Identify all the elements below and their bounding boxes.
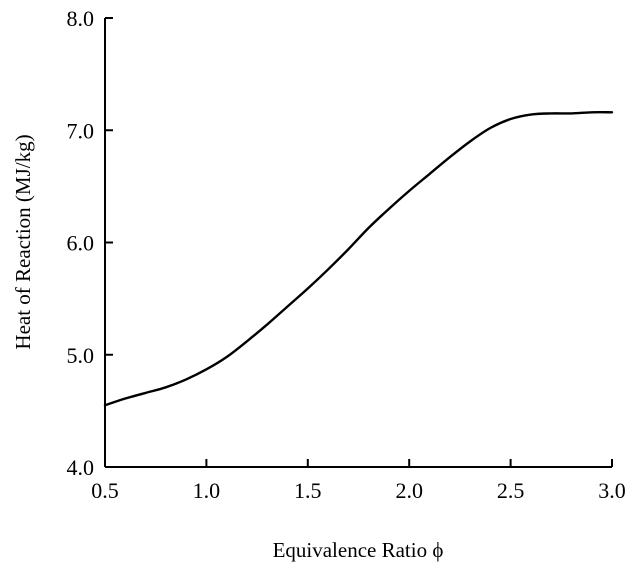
y-tick-label: 5.0: [67, 343, 95, 368]
plot-series: [103, 111, 614, 407]
x-tick-label: 2.5: [497, 478, 525, 503]
x-tick-label: 1.5: [294, 478, 322, 503]
y-tick-label: 4.0: [67, 455, 95, 480]
x-tick-label: 2.0: [395, 478, 423, 503]
y-tick-label: 7.0: [67, 118, 95, 143]
x-tick-label: 1.0: [193, 478, 221, 503]
x-tick-label: 0.5: [91, 478, 119, 503]
x-axis-ticks: 0.5 1.0 1.5 2.0 2.5 3.0: [91, 459, 626, 503]
y-tick-label: 6.0: [67, 231, 95, 256]
series-line: [103, 111, 614, 407]
y-tick-label: 8.0: [67, 6, 95, 31]
axes: [104, 18, 612, 468]
y-axis-ticks: 4.0 5.0 6.0 7.0 8.0: [67, 6, 113, 480]
x-axis-title: Equivalence Ratio ϕ: [273, 538, 444, 562]
y-axis-title: Heat of Reaction (MJ/kg): [11, 134, 35, 349]
x-tick-label: 3.0: [598, 478, 626, 503]
